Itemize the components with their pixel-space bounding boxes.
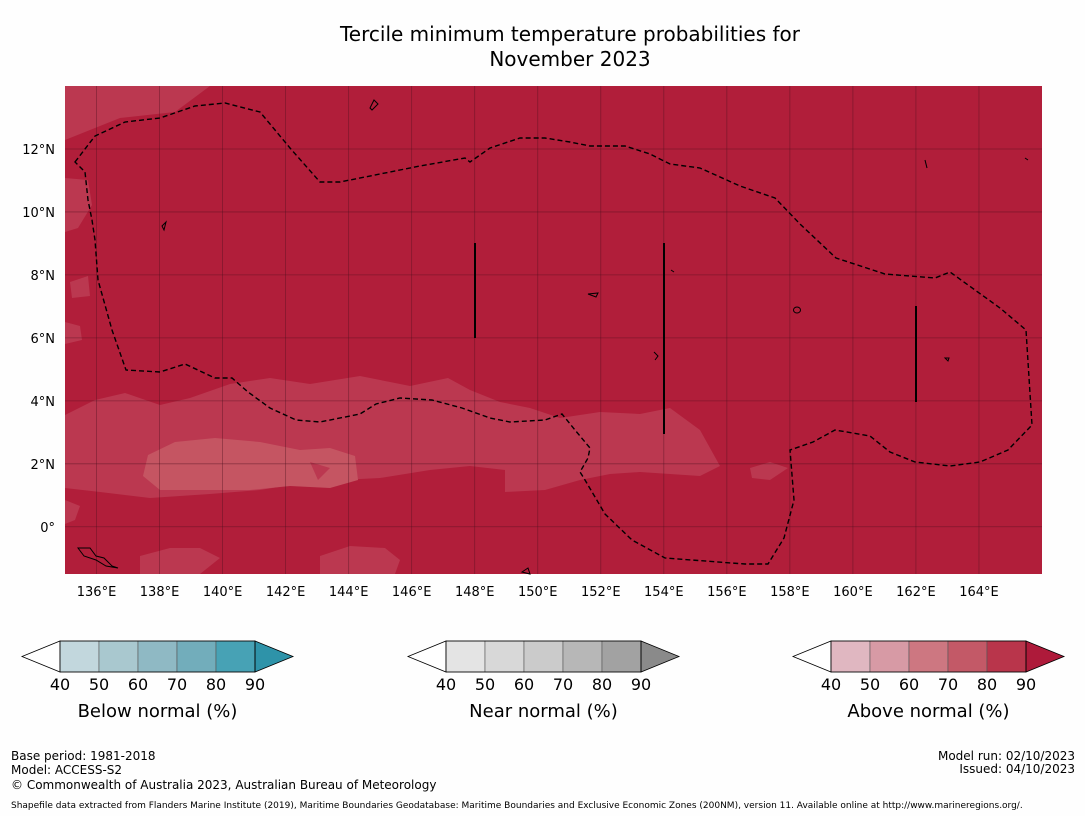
colorbar-segment (59, 640, 100, 673)
latitude-label: 0° (40, 521, 55, 536)
colorbar-extend-high (254, 640, 295, 673)
colorbar-tick-label: 90 (245, 675, 265, 694)
colorbar-extend-high (640, 640, 681, 673)
colorbar-tick-label: 90 (631, 675, 651, 694)
longitude-label: 164°E (959, 585, 999, 600)
colorbar-2: 40 50 60 70 80 90 Above normal (%) (791, 640, 1066, 722)
colorbar-segment (137, 640, 178, 673)
colorbar-segment (445, 640, 486, 673)
longitude-label: 146°E (392, 585, 432, 600)
colorbar-tick-label: 70 (167, 675, 187, 694)
longitude-label: 138°E (140, 585, 180, 600)
boundary-segments (474, 243, 917, 434)
colorbar-tick-label: 50 (860, 675, 880, 694)
colorbar-label: Above normal (%) (847, 701, 1009, 722)
colorbar-extend-high (1025, 640, 1066, 673)
latitude-tick-labels: 12°N 10°N 8°N 6°N 4°N 2°N 0° (22, 143, 55, 536)
colorbar-extend-low (791, 640, 832, 673)
colorbar-segment (98, 640, 139, 673)
shapefile-credit: Shapefile data extracted from Flanders M… (11, 801, 1023, 811)
colorbar-segment (562, 640, 603, 673)
colorbar-tick-label: 50 (89, 675, 109, 694)
colorbar-extend-low (406, 640, 447, 673)
model-note: Model: ACCESS-S2 (11, 763, 123, 777)
map-gridlines (65, 86, 1042, 574)
colorbar-tick-label: 40 (821, 675, 841, 694)
colorbar-segment (176, 640, 217, 673)
colorbar-segment (215, 640, 256, 673)
colorbar-segment (869, 640, 910, 673)
longitude-label: 150°E (518, 585, 558, 600)
latitude-label: 2°N (31, 458, 56, 473)
longitude-label: 154°E (644, 585, 684, 600)
colorbar-outline (830, 640, 1027, 673)
colorbar-segment (523, 640, 564, 673)
colorbar-tick-label: 80 (206, 675, 226, 694)
colorbar-segment (484, 640, 525, 673)
longitude-label: 136°E (77, 585, 117, 600)
longitude-label: 156°E (707, 585, 747, 600)
colorbar-tick-label: 60 (899, 675, 919, 694)
colorbar-outline (59, 640, 256, 673)
colorbar-tick-label: 80 (977, 675, 997, 694)
title-line-1: Tercile minimum temperature probabilitie… (339, 22, 801, 46)
colorbar-label: Near normal (%) (469, 701, 618, 722)
probability-region-70 (143, 438, 358, 490)
colorbar-tick-label: 50 (475, 675, 495, 694)
latitude-label: 6°N (31, 332, 56, 347)
copyright-note: © Commonwealth of Australia 2023, Austra… (11, 778, 437, 792)
colorbar-segment (601, 640, 642, 673)
longitude-label: 142°E (266, 585, 306, 600)
colorbars: 40 50 60 70 80 90 Below normal (%) 40 50 60 70 80 90… (20, 640, 1066, 722)
colorbar-segment (986, 640, 1027, 673)
islands (77, 99, 1029, 575)
colorbar-tick-label: 90 (1016, 675, 1036, 694)
title-line-2: November 2023 (489, 47, 651, 71)
colorbar-tick-label: 80 (592, 675, 612, 694)
latitude-label: 10°N (22, 206, 55, 221)
colorbar-tick-label: 60 (514, 675, 534, 694)
model-run-note: Model run: 02/10/2023 (937, 749, 1075, 763)
latitude-label: 12°N (22, 143, 55, 158)
longitude-label: 158°E (770, 585, 810, 600)
map-panel (65, 86, 1042, 574)
colorbar-0: 40 50 60 70 80 90 Below normal (%) (20, 640, 295, 722)
colorbar-tick-label: 60 (128, 675, 148, 694)
base-period-note: Base period: 1981-2018 (11, 749, 156, 763)
longitude-tick-labels: 136°E 138°E 140°E 142°E 144°E 146°E 148°E 150°E… (77, 585, 999, 600)
colorbar-extend-low (20, 640, 61, 673)
colorbar-tick-label: 40 (436, 675, 456, 694)
chart-title: Tercile minimum temperature probabilitie… (0, 22, 1085, 72)
colorbar-segment (908, 640, 949, 673)
colorbar-tick-label: 70 (553, 675, 573, 694)
colorbar-tick-label: 40 (50, 675, 70, 694)
colorbar-tick-label: 70 (938, 675, 958, 694)
colorbar-1: 40 50 60 70 80 90 Near normal (%) (406, 640, 681, 722)
longitude-label: 148°E (455, 585, 495, 600)
colorbar-segment (830, 640, 871, 673)
longitude-label: 162°E (896, 585, 936, 600)
longitude-label: 144°E (329, 585, 369, 600)
longitude-label: 160°E (833, 585, 873, 600)
longitude-label: 140°E (203, 585, 243, 600)
issued-note: Issued: 04/10/2023 (959, 762, 1075, 776)
colorbar-outline (445, 640, 642, 673)
longitude-label: 152°E (581, 585, 621, 600)
latitude-label: 8°N (31, 269, 56, 284)
colorbar-segment (947, 640, 988, 673)
colorbar-label: Below normal (%) (78, 701, 238, 722)
latitude-label: 4°N (31, 395, 56, 410)
